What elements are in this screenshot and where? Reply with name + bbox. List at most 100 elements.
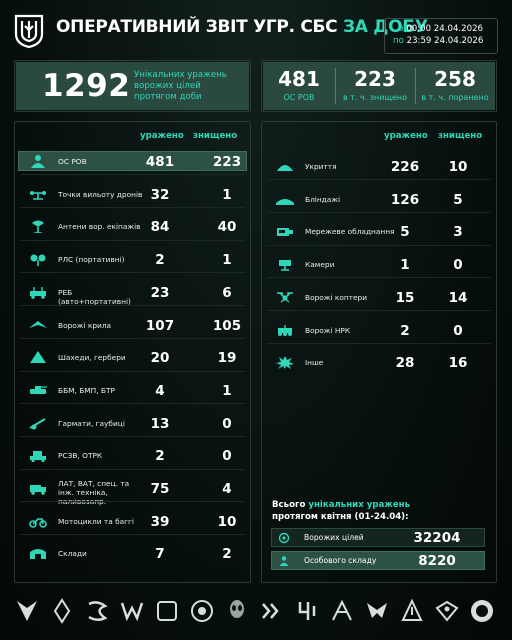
highlighted-row-background	[18, 151, 247, 171]
antenna-icon	[32, 220, 44, 234]
unit-emblem-5-icon	[154, 598, 180, 624]
row-destroyed-value: 14	[448, 289, 468, 306]
column-header-hit: уражено	[140, 131, 184, 141]
shelter-icon	[277, 165, 293, 171]
row-label: Гармати, гаубиці	[58, 418, 125, 428]
row-label: Ворожі коптери	[305, 292, 368, 302]
page-title: ОПЕРАТИВНИЙ ЗВІТ УГР. СБС ЗА ДОБУ	[56, 17, 428, 37]
row-hit-value: 84	[150, 219, 170, 236]
row-divider	[20, 272, 245, 274]
row-divider	[267, 310, 491, 312]
row-hit-value: 2	[155, 252, 165, 269]
row-hit-value: 226	[390, 159, 420, 175]
total-hits-value: 1292	[42, 68, 131, 104]
row-destroyed-value: 6	[222, 284, 232, 301]
warehouse-icon	[30, 549, 46, 560]
motorcycle-icon	[29, 517, 47, 528]
monthly-personnel-row: Особового складу 8220	[271, 551, 485, 570]
shahed-icon	[30, 351, 46, 364]
trident-shield-icon	[14, 14, 44, 48]
personnel-wounded: 258 в т. ч. поранено	[421, 67, 489, 102]
wing-icon	[29, 320, 47, 328]
howitzer-icon	[29, 417, 46, 430]
camera-icon	[279, 260, 291, 271]
row-hit-value: 5	[400, 224, 410, 241]
personnel-total: 481 ОС РОВ	[278, 67, 320, 102]
row-hit-value: 7	[155, 546, 165, 563]
row-divider	[20, 403, 245, 405]
row-destroyed-value: 1	[222, 382, 232, 399]
row-destroyed-value: 0	[453, 322, 463, 339]
row-destroyed-value: 105	[212, 317, 242, 334]
row-hit-value: 39	[150, 513, 170, 530]
row-hit-value: 28	[395, 355, 415, 372]
ew-vehicle-icon	[30, 286, 46, 299]
row-destroyed-value: 1	[222, 252, 232, 269]
row-hit-value: 126	[390, 191, 420, 208]
row-destroyed-value: 0	[222, 448, 232, 465]
row-label: Камери	[305, 260, 335, 270]
total-hits-description: Унікальних уражень ворожих цілей протяго…	[134, 70, 227, 102]
row-hit-value: 481	[145, 154, 175, 170]
row-divider	[267, 179, 491, 181]
row-hit-value: 4	[155, 382, 165, 399]
row-hit-value: 2	[400, 322, 410, 339]
row-divider	[267, 342, 491, 344]
row-label: Мотоцикли та баггі	[58, 516, 134, 526]
row-divider	[267, 244, 491, 246]
row-divider	[20, 534, 245, 536]
unit-emblem-10-icon	[329, 598, 355, 624]
row-hit-value: 20	[150, 350, 170, 367]
network-equipment-icon	[277, 228, 293, 237]
soldier-icon	[31, 155, 45, 168]
row-destroyed-value: 10	[448, 159, 468, 175]
mlrs-icon	[30, 451, 46, 463]
row-destroyed-value: 16	[448, 355, 468, 372]
row-destroyed-value: 3	[453, 224, 463, 241]
row-label: Ворожі крила	[58, 320, 112, 330]
date-range: з 00:00 24.04.2026 по 23:59 24.04.2026	[384, 18, 498, 54]
personnel-summary-panel	[261, 60, 497, 112]
row-destroyed-value: 19	[217, 350, 237, 367]
total-hits-band	[16, 62, 249, 110]
row-hit-value: 107	[145, 317, 175, 334]
row-hit-value: 15	[395, 289, 415, 306]
row-destroyed-value: 40	[217, 219, 237, 236]
report-header: ОПЕРАТИВНИЙ ЗВІТ УГР. СБС ЗА ДОБУ з 00:0…	[0, 0, 512, 60]
right-stats-table	[261, 121, 497, 583]
drone-launch-point-icon	[30, 190, 46, 200]
row-hit-value: 2	[155, 448, 165, 465]
row-divider	[20, 435, 245, 437]
row-divider	[20, 468, 245, 470]
row-divider	[20, 305, 245, 307]
row-label: Шахеди, гербери	[58, 353, 126, 363]
personnel-icon	[279, 556, 289, 566]
row-divider	[20, 174, 245, 176]
row-destroyed-value: 4	[222, 481, 232, 497]
unit-emblem-9-icon	[294, 598, 320, 624]
unit-emblem-13-icon	[434, 598, 460, 624]
row-hit-value: 1	[400, 257, 410, 274]
row-label: Інше	[305, 358, 324, 368]
row-destroyed-value: 10	[217, 513, 237, 530]
row-destroyed-value: 2	[222, 546, 232, 563]
unit-emblem-2-icon	[49, 598, 75, 624]
row-divider	[20, 207, 245, 209]
row-label: РЕБ (авто+портативні)	[58, 287, 131, 306]
row-divider	[20, 239, 245, 241]
target-icon	[278, 532, 290, 544]
row-destroyed-value: 5	[453, 191, 463, 208]
column-header-destroyed: знищено	[438, 131, 483, 141]
radio-station-icon	[30, 254, 46, 267]
unit-emblem-12-icon	[399, 598, 425, 624]
row-label: Мережеве обладнання	[305, 227, 395, 237]
row-label: РСЗВ, ОТРК	[58, 451, 103, 461]
row-divider	[20, 370, 245, 372]
explosion-icon	[276, 356, 294, 370]
ifv-icon	[30, 385, 47, 394]
row-hit-value: 75	[150, 481, 170, 497]
row-label: Точки вильоту дронів	[58, 189, 143, 199]
row-label: Антени вор. екіпажів	[58, 222, 141, 232]
row-divider	[20, 337, 245, 339]
row-destroyed-value: 1	[222, 186, 232, 203]
